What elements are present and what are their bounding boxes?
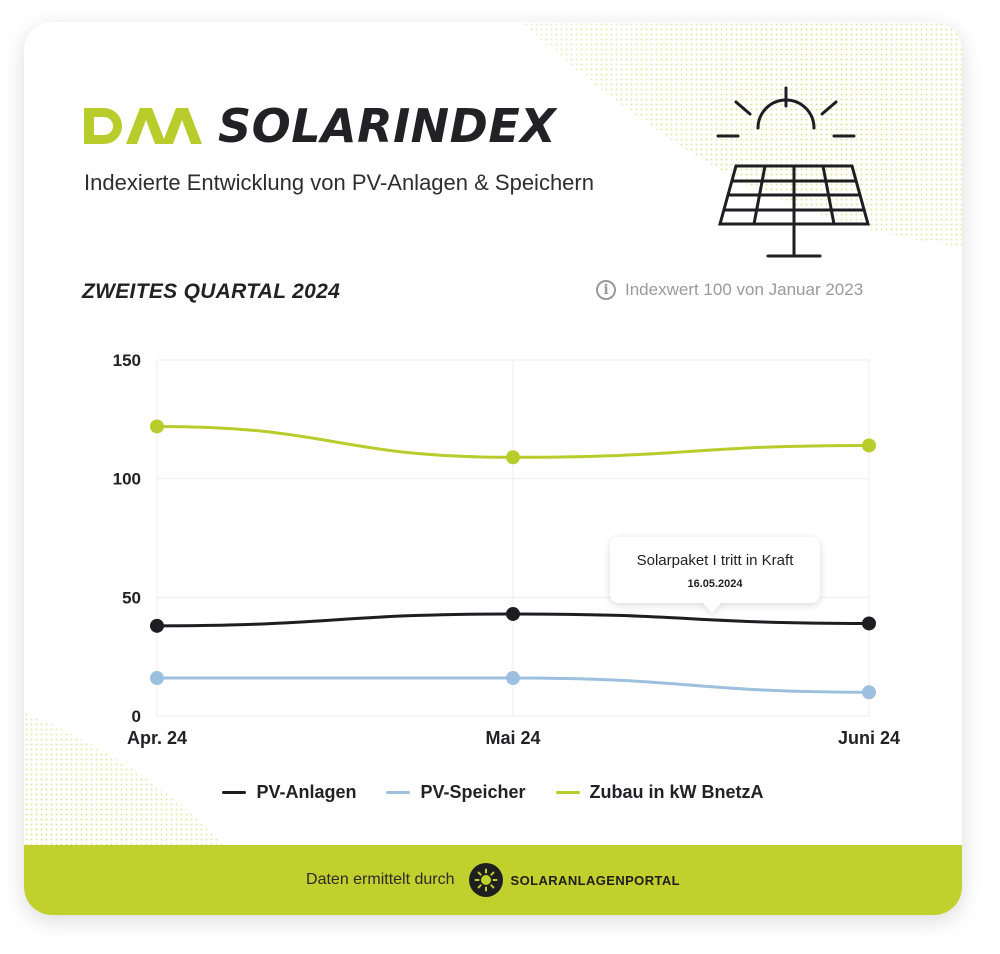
x-tick-label-1: Mai 24 <box>485 728 540 748</box>
legend-swatch-pv-speicher <box>386 791 411 794</box>
brand-name: SOLARINDEX <box>218 99 557 153</box>
series-2-point-1 <box>506 450 520 465</box>
x-tick-label-0: Apr. 24 <box>127 728 187 748</box>
sun-logo-icon <box>468 863 503 897</box>
daa-logo-icon <box>84 108 202 144</box>
annotation-box <box>610 537 820 613</box>
y-tick-label-150: 150 <box>113 351 141 370</box>
footer-text: Daten ermittelt durch <box>306 871 455 888</box>
dot-pattern-decoration <box>24 22 962 845</box>
subtitle: Indexierte Entwicklung von PV-Anlagen & … <box>84 170 594 195</box>
y-tick-label-0: 0 <box>132 707 141 726</box>
legend-item-zubau: Zubau in kW BnetzA <box>555 782 764 803</box>
series-2-point-2 <box>862 438 876 453</box>
info-icon: i <box>596 280 616 300</box>
annotation-text: Solarpaket I tritt in Kraft <box>637 552 795 569</box>
y-tick-label-50: 50 <box>122 588 141 607</box>
series-1-point-0 <box>150 671 164 686</box>
legend-label-zubau: Zubau in kW BnetzA <box>589 782 764 802</box>
series-1-point-1 <box>506 671 520 686</box>
partner-name: SOLARANLAGENPORTAL <box>510 872 680 888</box>
legend-swatch-pv-anlagen <box>222 791 247 794</box>
footer-bar: Daten ermittelt durch SOLARANLAGENPORTAL <box>24 845 962 915</box>
section-title: ZWEITES QUARTAL 2024 <box>82 280 341 303</box>
legend-swatch-zubau <box>555 791 580 794</box>
series-0-point-1 <box>506 606 520 621</box>
annotation-callout <box>610 537 820 613</box>
x-tick-label-2: Juni 24 <box>838 728 900 748</box>
series-1-point-2 <box>862 685 876 700</box>
legend-label-pv-anlagen: PV-Anlagen <box>256 782 357 802</box>
line-chart: 0 50 100 150 Apr. 24 Mai 24 Juni 24 Solarpaket … <box>113 351 900 748</box>
index-note: i Indexwert 100 von Januar 2023 <box>596 280 863 300</box>
legend-item-pv-speicher: PV-Speicher <box>386 782 526 803</box>
series-2-point-0 <box>150 419 164 434</box>
index-note-text: Indexwert 100 von Januar 2023 <box>625 280 864 299</box>
series-0-point-2 <box>862 616 876 631</box>
solarindex-card: SOLARINDEX Indexierte Entwicklung von PV… <box>24 22 962 915</box>
annotation-date: 16.05.2024 <box>687 578 743 590</box>
chart-legend: PV-Anlagen PV-Speicher Zubau in kW Bnetz… <box>24 782 962 803</box>
brand-header: SOLARINDEX <box>82 98 556 154</box>
y-tick-label-100: 100 <box>113 470 141 489</box>
legend-item-pv-anlagen: PV-Anlagen <box>222 782 356 803</box>
solar-panel-icon <box>716 86 870 258</box>
legend-label-pv-speicher: PV-Speicher <box>420 782 526 802</box>
series-0-point-0 <box>150 618 164 633</box>
